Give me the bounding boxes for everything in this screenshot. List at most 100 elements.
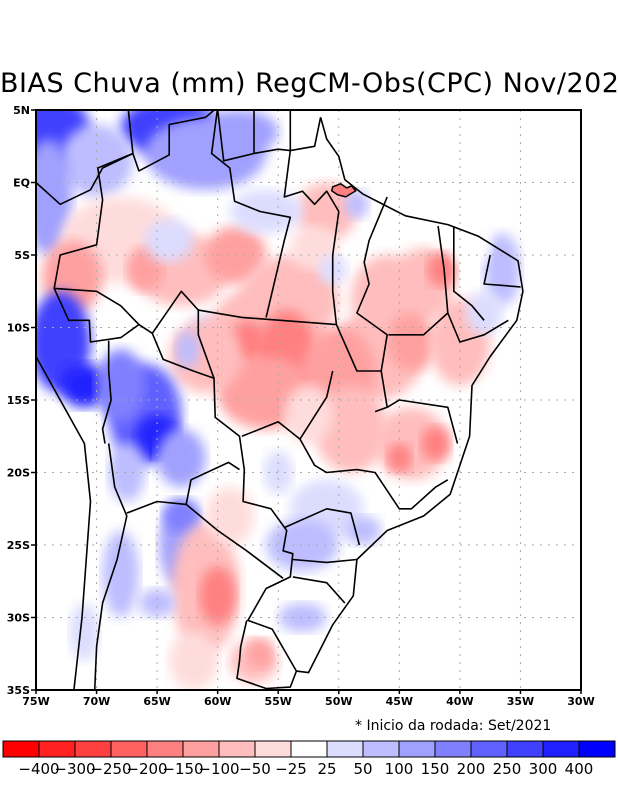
border-line [216,110,322,162]
border-line [236,660,298,690]
colorbar-swatch [110,740,148,758]
bias-contour-blob [145,117,267,190]
colorbar-swatch [434,740,472,758]
bias-contour-blob [229,189,303,234]
bias-contour-blob [453,233,491,263]
bias-contour-blob [102,530,139,618]
x-tick-label: 45W [386,695,413,708]
border-line [386,399,459,444]
x-tick-label: 35W [507,695,534,708]
bias-contour-blob [284,385,333,444]
colorbar-label: −300 [54,760,95,778]
colorbar-label: −100 [198,760,239,778]
colorbar-swatch [470,740,508,758]
bias-contour-blob [427,252,457,287]
colorbar-label: −50 [239,760,271,778]
y-tick-label: 5S [14,249,30,262]
colorbar-label: 50 [353,760,372,778]
border-line [198,309,337,326]
chart-title: BIAS Chuva (mm) RegCM-Obs(CPC) Nov/2021 [0,68,618,99]
bias-contour-blob [157,429,206,487]
border-line [36,189,37,192]
bias-contour-blob [266,518,339,572]
x-tick-label: 60W [204,695,231,708]
colorbar-swatch [398,740,436,758]
border-line [185,503,284,579]
colorbar-label: −25 [275,760,307,778]
colorbar-swatch [506,740,544,758]
colorbar-swatch [38,740,76,758]
bias-contour-blob [145,218,194,263]
border-line [101,340,112,444]
colorbar-swatch [254,740,292,758]
y-tick-label: 25S [7,539,30,552]
bias-contour-blob [169,632,218,690]
border-line [54,287,140,326]
colorbar-label: 25 [317,760,336,778]
colorbar-label: −150 [162,760,203,778]
colorbar-label: 100 [385,760,414,778]
bias-contour-blob [138,588,176,618]
y-tick-label: 35S [7,684,30,697]
colorbar-swatch [362,740,400,758]
border-line [331,211,388,413]
colorbar-label: −250 [90,760,131,778]
border-line [283,508,361,546]
marajo-island [330,183,357,198]
bias-contour-blob [278,603,327,632]
x-tick-label: 50W [325,695,352,708]
bias-contour-blob [263,450,293,495]
colorbar-label: 200 [457,760,486,778]
bias-field [36,110,521,690]
colorbar-swatch [326,740,364,758]
bias-contour-blob [175,330,200,369]
x-tick-label: 30W [567,695,594,708]
bias-contour-blob [314,385,388,473]
border-line [126,461,240,514]
y-tick-label: 10S [7,322,30,335]
x-tick-label: 55W [264,695,291,708]
colorbar-label: 300 [529,760,558,778]
colorbar-swatch [218,740,256,758]
colorbar-label: 400 [565,760,594,778]
colorbar-swatch [290,740,328,758]
colorbar: −400−300−250−200−150−100 −50 −25 25 50 100 150… [2,740,616,778]
run-start-note: * Inicio da rodada: Set/2021 [355,718,552,734]
bias-contour-blob [126,247,164,292]
bias-contour-blob [387,313,436,371]
bias-contour-blob [96,349,145,422]
y-tick-label: 5N [13,104,30,117]
border-line [241,421,449,510]
colorbar-swatch [146,740,184,758]
colorbar-swatch [542,740,580,758]
x-axis: 75W 70W 65W 60W 55W 50W 45W 40W 35W 30W [22,690,595,708]
border-line [483,254,521,288]
border-line [210,110,292,318]
bias-contour-blob [36,139,73,255]
bias-contour-blob [296,182,357,241]
colorbar-swatch [2,740,40,758]
bias-contour-blob [387,443,412,473]
y-tick-label: 30S [7,612,30,625]
bias-contour-blob [247,639,273,669]
border-line [292,558,357,564]
x-tick-label: 40W [446,695,473,708]
border-line [447,312,509,343]
x-tick-label: 70W [83,695,110,708]
bias-contour-blob [60,124,133,197]
y-tick-label: 15S [7,394,30,407]
bias-contour-blob [344,189,370,219]
border-line [36,110,134,206]
bias-contour-blob [199,566,236,625]
country-state-borders [36,110,524,690]
y-tick-label: EQ [13,177,30,190]
border-line [453,226,485,321]
bias-contour-blob [69,603,99,661]
colorbar-label: −400 [18,760,59,778]
bias-contour-blob [205,487,254,545]
bias-contour-blob [205,226,267,284]
border-line [93,443,128,690]
x-tick-label: 65W [143,695,170,708]
colorbar-swatch [182,740,220,758]
colorbar-swatch [578,740,616,758]
